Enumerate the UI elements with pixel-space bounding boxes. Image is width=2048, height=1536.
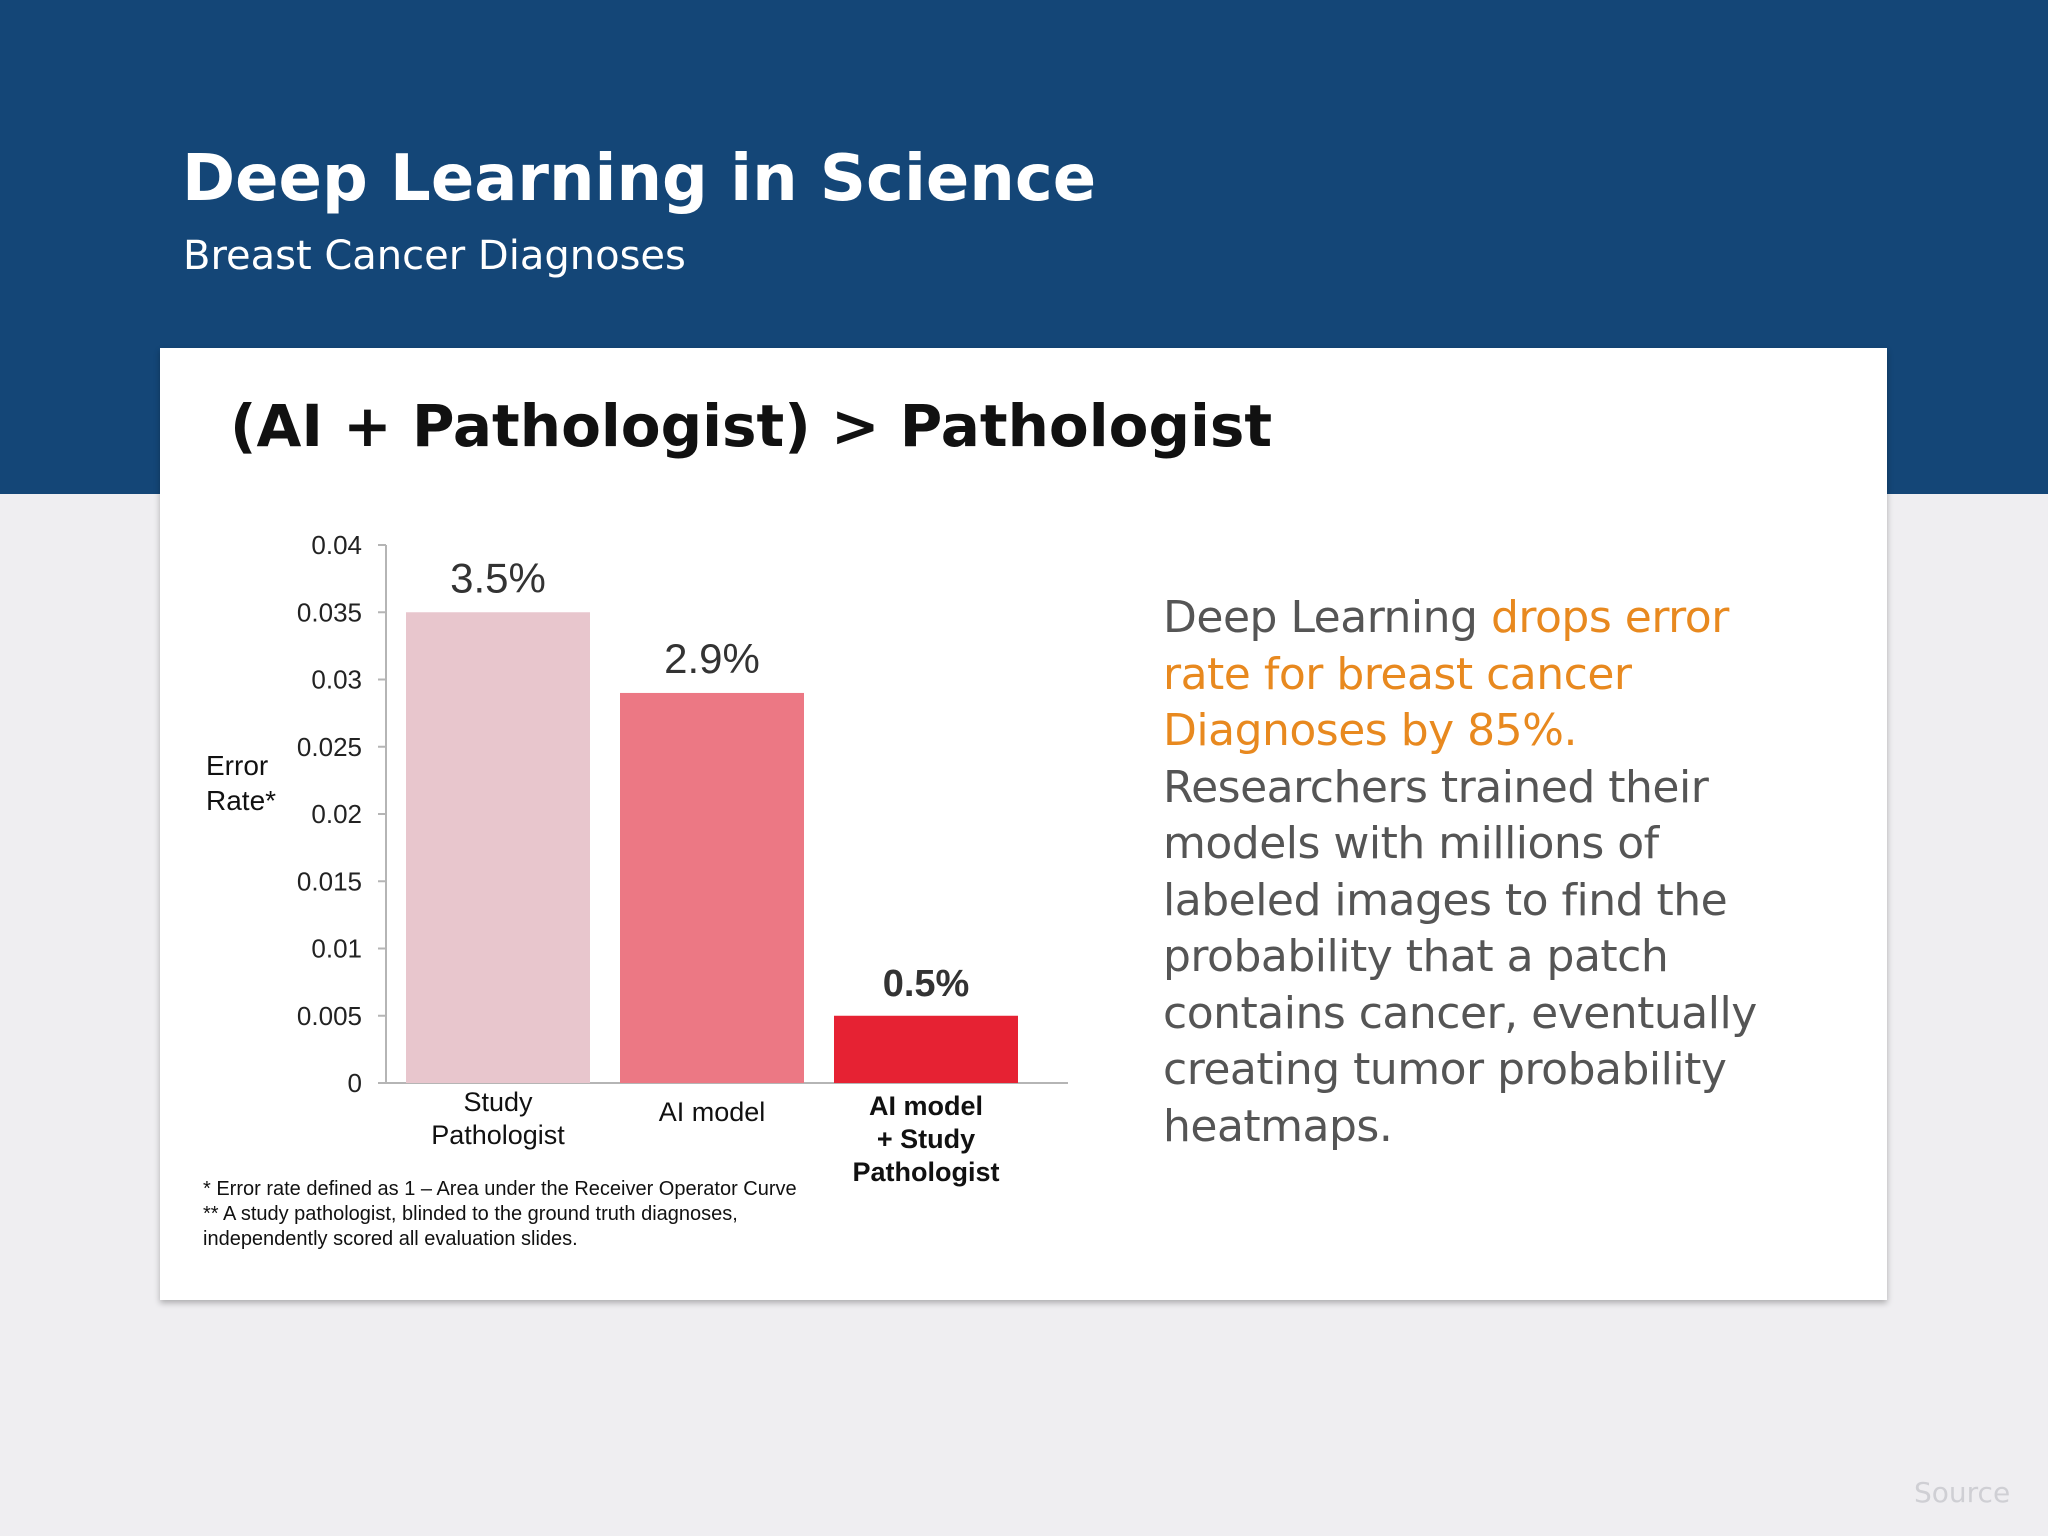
- bar-data-label: 0.5%: [883, 963, 970, 1005]
- y-tick-label: 0.02: [311, 799, 362, 829]
- slide-title: Deep Learning in Science: [182, 142, 1097, 216]
- bar: [620, 692, 804, 1083]
- footnote-2: ** A study pathologist, blinded to the g…: [203, 1203, 738, 1225]
- y-tick-label: 0.01: [311, 934, 362, 964]
- x-category-label: AI model: [659, 1097, 766, 1127]
- y-tick-label: 0.015: [297, 866, 362, 896]
- bar: [834, 1015, 1018, 1083]
- x-category-label: + Study: [877, 1124, 975, 1154]
- x-category-label: AI model: [869, 1091, 983, 1121]
- body-highlight: drops error rate for breast cancer Diagn…: [1163, 592, 1729, 756]
- slide-subtitle: Breast Cancer Diagnoses: [183, 233, 686, 279]
- y-tick-label: 0: [348, 1068, 362, 1098]
- body-text-rest: Researchers trained their models with mi…: [1163, 761, 1757, 1152]
- footnotes: * Error rate defined as 1 – Area under t…: [203, 1177, 797, 1252]
- card-heading: (AI + Pathologist) > Pathologist: [230, 392, 1273, 460]
- x-category-label: Pathologist: [431, 1120, 565, 1150]
- bar-data-label: 3.5%: [450, 554, 546, 601]
- y-axis-label: Error: [206, 750, 268, 781]
- bar: [406, 612, 590, 1083]
- y-axis-label: Rate*: [206, 785, 276, 816]
- footnote-1: * Error rate defined as 1 – Area under t…: [203, 1178, 797, 1200]
- footnote-3: independently scored all evaluation slid…: [203, 1228, 578, 1250]
- x-category-label: Study: [463, 1087, 533, 1117]
- body-paragraph: Deep Learning drops error rate for breas…: [1163, 590, 1803, 1155]
- source-link[interactable]: Source: [1914, 1476, 2011, 1509]
- y-tick-label: 0.035: [297, 597, 362, 627]
- body-text-lead: Deep Learning: [1163, 592, 1491, 643]
- y-tick-label: 0.025: [297, 732, 362, 762]
- y-tick-label: 0.005: [297, 1001, 362, 1031]
- bar-data-label: 2.9%: [664, 635, 760, 682]
- y-tick-label: 0.03: [311, 665, 362, 695]
- y-tick-label: 0.04: [311, 530, 362, 560]
- x-category-label: Pathologist: [853, 1157, 1000, 1187]
